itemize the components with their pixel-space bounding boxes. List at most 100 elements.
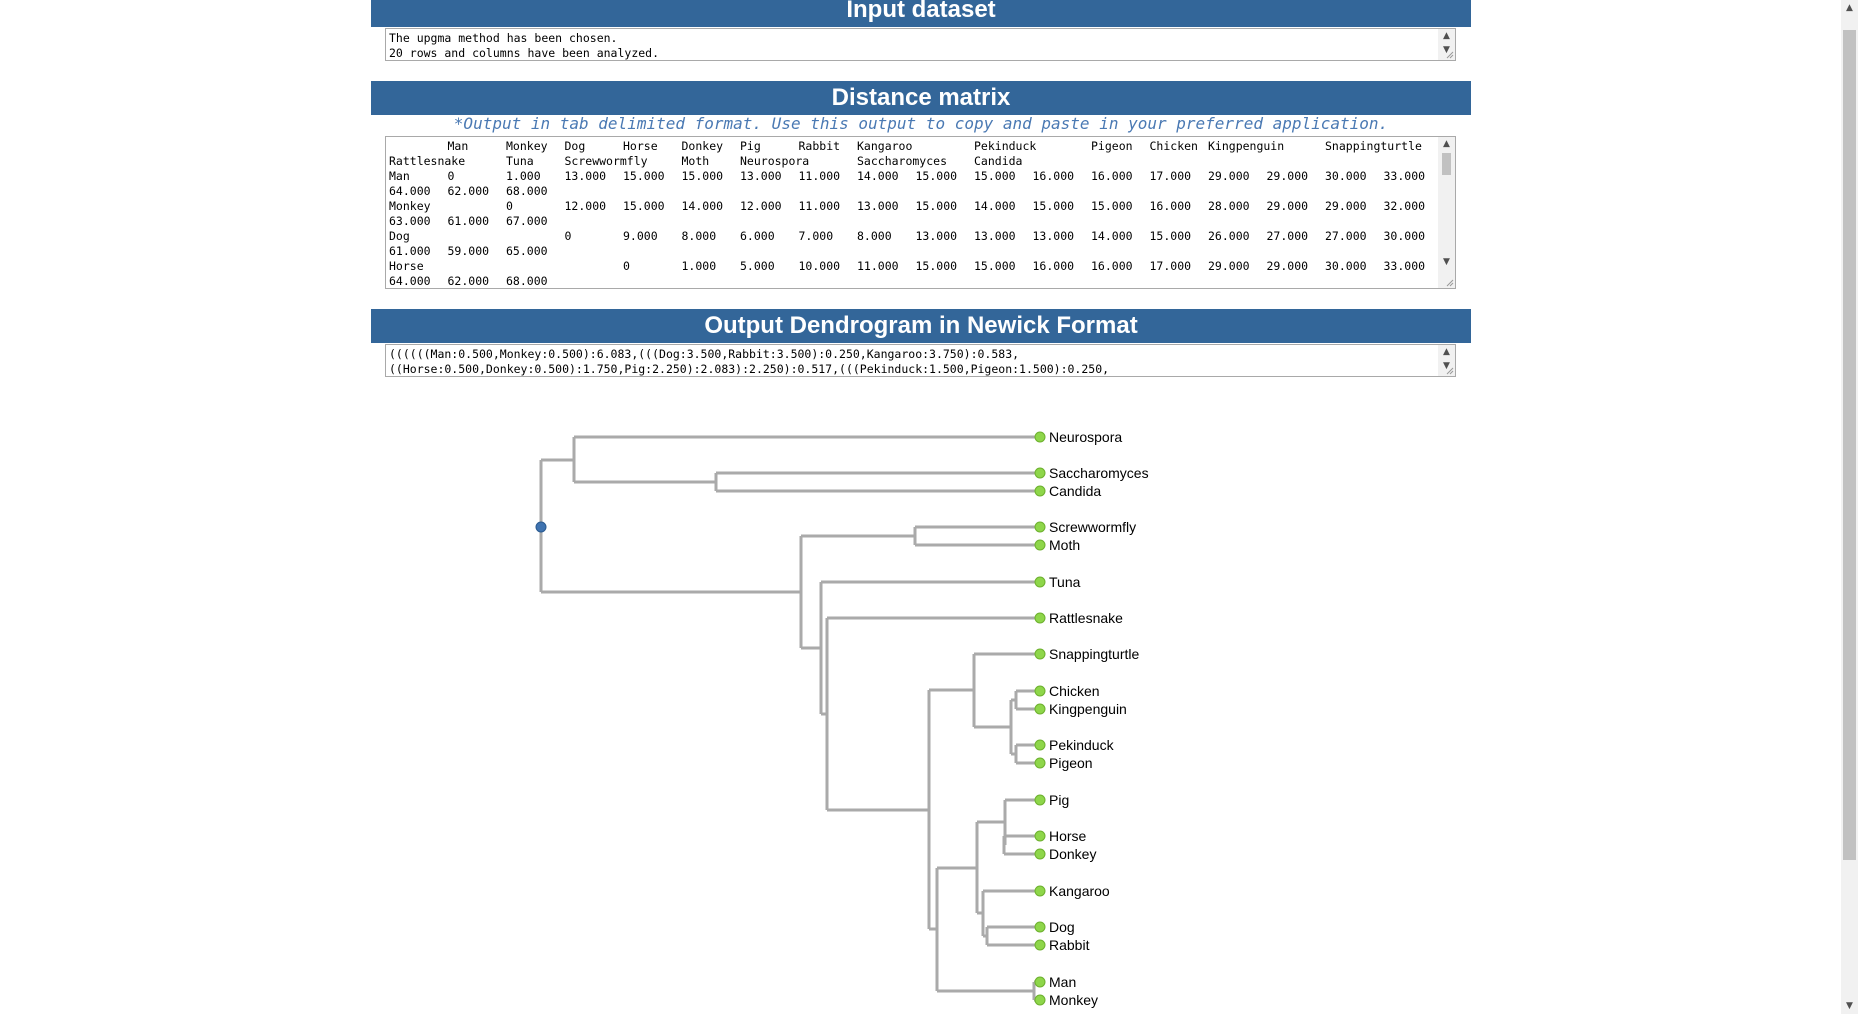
matrix-cell: 0 xyxy=(623,259,630,273)
matrix-cell xyxy=(448,259,507,274)
newick-textarea[interactable]: ((((((Man:0.500,Monkey:0.500):6.083,(((D… xyxy=(385,344,1456,377)
newick-header: Output Dendrogram in Newick Format xyxy=(371,309,1471,343)
matrix-cell: 13.000 xyxy=(915,229,958,243)
leaf-label: Chicken xyxy=(1049,683,1100,699)
matrix-cell: 15.000 xyxy=(1149,229,1192,243)
matrix-cell: 62.000 xyxy=(447,184,490,198)
matrix-cell: 15.000 xyxy=(915,259,958,273)
leaf-node-marker xyxy=(1034,794,1046,806)
newick-line: ((((((Man:0.500,Monkey:0.500):6.083,(((D… xyxy=(389,347,1020,361)
scroll-up-icon[interactable]: ▲ xyxy=(1443,139,1450,149)
matrix-line: Dog 0 9.000 8.000 6.000 7.000 8.000 13.000 13.00… xyxy=(389,229,1437,244)
matrix-line: 64.000 62.000 68.000 xyxy=(389,274,1437,288)
scroll-up-icon[interactable]: ▲ xyxy=(1443,31,1450,41)
matrix-cell: 9.000 xyxy=(623,229,658,243)
matrix-cell: Candida xyxy=(974,154,1023,168)
resize-grip-icon[interactable] xyxy=(1444,365,1454,375)
matrix-cell: 13.000 xyxy=(740,169,782,183)
matrix-cell: 13.000 xyxy=(564,169,607,183)
distance-matrix-textarea[interactable]: Man Monkey Dog Horse Donkey Pig Rabbit Kangaroo… xyxy=(385,136,1456,289)
matrix-cell xyxy=(448,199,507,214)
input-line: 20 rows and columns have been analyzed. xyxy=(389,46,660,60)
matrix-cell: 14.000 xyxy=(1091,229,1133,243)
matrix-cell: 5.000 xyxy=(740,259,775,273)
matrix-cell: 30.000 xyxy=(1325,169,1367,183)
leaf-label: Snappingturtle xyxy=(1049,646,1140,662)
newick-scrollbar[interactable]: ▲ ▼ xyxy=(1438,345,1455,376)
matrix-cell: Pigeon xyxy=(1091,139,1133,153)
matrix-cell: 13.000 xyxy=(1032,229,1075,243)
matrix-cell: 0 xyxy=(506,199,513,213)
matrix-cell: 27.000 xyxy=(1325,229,1367,243)
matrix-cell xyxy=(1033,139,1092,154)
matrix-cell: 7.000 xyxy=(798,229,834,243)
leaf-node-marker xyxy=(1034,994,1046,1006)
scroll-thumb[interactable] xyxy=(1442,153,1451,175)
scroll-down-icon[interactable]: ▼ xyxy=(1443,45,1450,55)
scroll-up-icon[interactable]: ▲ xyxy=(1846,3,1853,13)
matrix-cell: Pig xyxy=(740,139,761,153)
matrix-cell: Moth xyxy=(681,154,710,168)
matrix-cell xyxy=(506,259,565,274)
distance-matrix-title: Distance matrix xyxy=(831,84,1011,111)
scroll-up-icon[interactable]: ▲ xyxy=(1443,347,1450,357)
matrix-line: Monkey 0 12.000 15.000 14.000 12.000 11.000 13.… xyxy=(389,199,1437,214)
matrix-cell: 16.000 xyxy=(1091,259,1133,273)
matrix-cell: 11.000 xyxy=(798,199,841,213)
input-dataset-textarea[interactable]: The upgma method has been chosen. 20 rows… xyxy=(385,28,1456,61)
matrix-cell: Dog xyxy=(564,139,586,153)
page-scrollbar[interactable]: ▲ ▼ xyxy=(1841,0,1858,1014)
input-scrollbar[interactable]: ▲ ▼ xyxy=(1438,29,1455,60)
matrix-cell: 1.000 xyxy=(681,259,717,273)
distance-matrix-hint: *Output in tab delimited format. Use thi… xyxy=(453,114,1389,133)
matrix-cell: Neurospora xyxy=(740,154,810,168)
leaf-label: Monkey xyxy=(1049,992,1098,1008)
scroll-down-icon[interactable]: ▼ xyxy=(1846,1001,1853,1011)
leaf-label: Kangaroo xyxy=(1049,883,1110,899)
matrix-cell: Horse xyxy=(623,139,658,153)
matrix-cell: 63.000 xyxy=(389,214,431,228)
leaf-label: Screwwormfly xyxy=(1049,519,1136,535)
matrix-cell: 8.000 xyxy=(857,229,892,243)
matrix-cell: 15.000 xyxy=(974,169,1016,183)
matrix-cell: 12.000 xyxy=(564,199,607,213)
matrix-cell: 13.000 xyxy=(857,199,899,213)
resize-grip-icon[interactable] xyxy=(1444,277,1454,287)
matrix-cell: 68.000 xyxy=(506,184,548,198)
matrix-cell: Man xyxy=(447,139,469,153)
leaf-node-marker xyxy=(1034,976,1046,988)
matrix-cell: 16.000 xyxy=(1032,169,1075,183)
leaf-node-marker xyxy=(1034,939,1046,951)
matrix-cell: Kingpenguin xyxy=(1208,139,1285,153)
matrix-cell: Snappingturtle xyxy=(1325,139,1422,153)
matrix-cell: Saccharomyces xyxy=(857,154,948,168)
matrix-cell xyxy=(565,259,624,274)
leaf-label: Moth xyxy=(1049,537,1080,553)
scroll-down-icon[interactable]: ▼ xyxy=(1443,361,1450,371)
leaf-label: Man xyxy=(1049,974,1076,990)
matrix-scrollbar[interactable]: ▲ ▼ xyxy=(1438,137,1455,288)
matrix-cell: 17.000 xyxy=(1149,259,1192,273)
leaf-node-marker xyxy=(1034,648,1046,660)
scroll-down-icon[interactable]: ▼ xyxy=(1443,257,1450,267)
matrix-cell xyxy=(916,154,975,169)
matrix-cell: 11.000 xyxy=(857,259,899,273)
root-node-marker xyxy=(535,521,547,533)
input-line: The upgma method has been chosen. xyxy=(389,31,618,45)
leaf-node-marker xyxy=(1034,885,1046,897)
matrix-cell: 30.000 xyxy=(1383,229,1426,243)
matrix-cell: 29.000 xyxy=(1208,169,1250,183)
matrix-cell: 64.000 xyxy=(389,184,431,198)
matrix-cell: 0 xyxy=(564,229,572,243)
page-scroll-thumb[interactable] xyxy=(1843,30,1856,860)
matrix-cell: Pekinduck xyxy=(974,139,1037,153)
matrix-cell xyxy=(389,139,448,154)
leaf-label: Saccharomyces xyxy=(1049,465,1149,481)
matrix-cell: 15.000 xyxy=(1032,199,1075,213)
resize-grip-icon[interactable] xyxy=(1444,49,1454,59)
newick-line: ((Horse:0.500,Donkey:0.500):1.750,Pig:2.… xyxy=(389,362,1110,376)
matrix-cell: 15.000 xyxy=(623,169,665,183)
leaf-node-marker xyxy=(1034,612,1046,624)
leaf-label: Donkey xyxy=(1049,846,1096,862)
newick-text: ((((((Man:0.500,Monkey:0.500):6.083,(((D… xyxy=(389,347,1437,376)
